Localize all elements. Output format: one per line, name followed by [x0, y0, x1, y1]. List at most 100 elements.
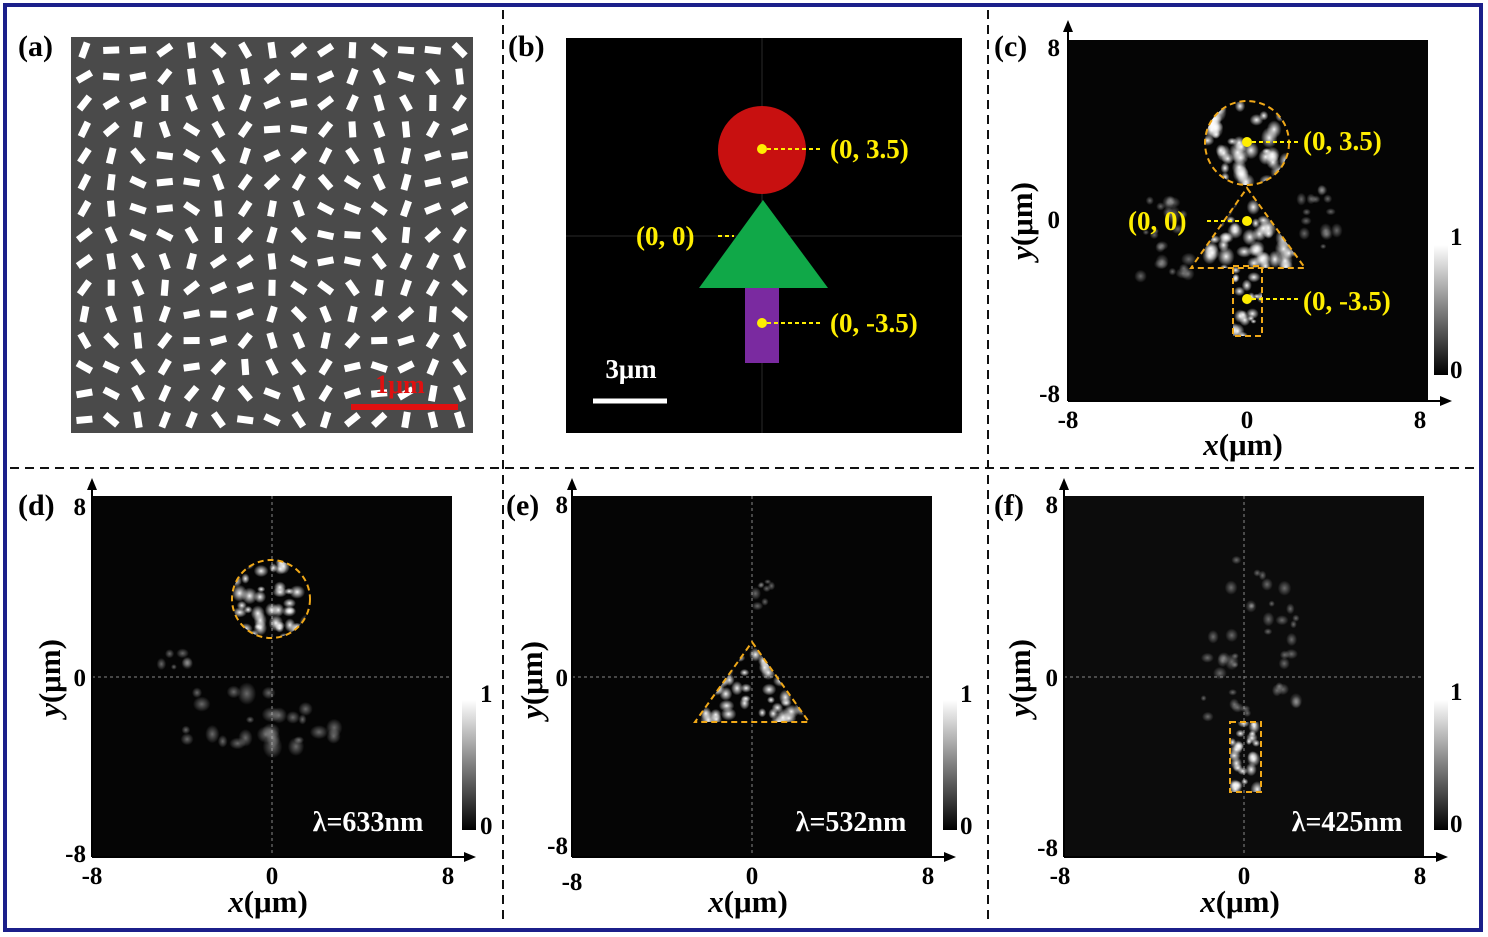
nanopillar	[106, 173, 116, 191]
nanopillar	[76, 279, 92, 297]
speckle-spot	[1181, 252, 1197, 266]
nanopillar	[238, 41, 253, 59]
panel-b-label: (b)	[508, 30, 545, 63]
nanopillar	[316, 201, 335, 216]
speckle-spot	[180, 733, 194, 746]
nanopillar	[267, 253, 277, 270]
nanopillar	[317, 173, 334, 191]
speckle-spot	[1233, 286, 1245, 297]
nanopillar	[241, 358, 250, 376]
xlabel-d: x(μm)	[227, 884, 308, 919]
nanopillar	[424, 227, 442, 243]
panel-e: (e) λ=532nm -8 0 8 8 0 -8 x(μm) y(μm) 1 …	[506, 478, 973, 919]
speckle-spot	[1250, 781, 1261, 792]
speckle-spot	[257, 586, 266, 593]
speckle-spot	[165, 649, 175, 659]
nanopillar	[156, 177, 174, 187]
nanopillar	[291, 358, 307, 376]
ylabel-c: y(μm)	[1004, 182, 1039, 264]
nanopillar	[214, 227, 222, 243]
noise-f	[1200, 555, 1303, 722]
nanopillar	[237, 332, 253, 350]
nanopillar	[450, 176, 469, 189]
nanopillar	[77, 147, 92, 165]
nanopillar	[372, 173, 386, 191]
ytick-d-min: -8	[65, 841, 86, 868]
speckle-spot	[1246, 199, 1261, 215]
nanopillar	[266, 305, 278, 323]
point-marker-rect	[757, 318, 767, 328]
nanopillar	[290, 280, 308, 296]
speckle-spot	[1231, 555, 1242, 565]
speckle-spot	[761, 683, 777, 696]
x-axis-arrow-d	[464, 852, 476, 862]
nanopillar	[77, 173, 92, 191]
nanopillar	[156, 151, 174, 161]
nanopillar	[451, 279, 468, 296]
nanopillar	[344, 230, 361, 240]
scalebar-b-label: 3μm	[605, 354, 657, 384]
speckle-spot	[749, 587, 762, 600]
speckle-spot	[1229, 698, 1240, 710]
colorbar-f	[1434, 700, 1448, 830]
nanopillar	[372, 67, 386, 86]
nanopillar	[397, 334, 415, 347]
nanopillar	[183, 337, 200, 345]
speckle-spot	[1266, 120, 1282, 139]
panel-d: (d) λ=633nm -8 0 8 8 0 -8 x(μm) y(μm) 1 …	[18, 478, 493, 919]
nanopillar	[453, 411, 466, 429]
speckle-spot	[1230, 750, 1241, 761]
speckle-spot	[739, 668, 750, 677]
nanopillar	[263, 413, 281, 427]
nanopillar	[157, 68, 173, 86]
nanopillar	[102, 360, 120, 374]
nanopillar	[452, 384, 467, 403]
nanopillar	[317, 120, 334, 138]
nanopillar-array	[75, 41, 469, 429]
speckle-spot	[731, 681, 743, 696]
speckle-spot	[1245, 600, 1257, 613]
nanopillar	[316, 42, 335, 58]
nanopillar	[348, 42, 357, 59]
nanopillar	[343, 387, 362, 400]
speckle-spot	[241, 587, 258, 605]
nanopillar	[263, 96, 281, 110]
nanopillar	[158, 411, 172, 429]
speckle-spot	[1225, 628, 1239, 643]
nanopillar	[290, 254, 308, 269]
speckle-spot	[1278, 657, 1290, 670]
nanopillar	[424, 202, 442, 215]
panel-f-label: (f)	[994, 489, 1024, 522]
nanopillar	[103, 46, 120, 55]
speckle-spot	[1266, 154, 1280, 170]
speckle-spot	[226, 685, 241, 699]
speckle-spot	[1134, 269, 1147, 283]
nanopillar	[209, 335, 228, 347]
coord-c-circle: (0, 3.5)	[1303, 126, 1382, 156]
speckle-spot	[270, 707, 288, 724]
nanopillar	[451, 151, 469, 161]
speckle-spot	[719, 687, 733, 701]
speckle-spot	[181, 725, 191, 735]
nanopillar	[182, 148, 201, 163]
colorbar-c-min: 0	[1450, 357, 1463, 384]
speckle-spot	[757, 583, 765, 589]
nanopillar	[426, 252, 440, 271]
nanopillar	[77, 331, 92, 350]
speckle-spot	[1200, 695, 1207, 702]
xtick-d-zero: 0	[266, 863, 279, 890]
nanopillar	[212, 67, 225, 86]
xtick-e-min: -8	[562, 869, 583, 896]
nanopillar	[156, 228, 174, 242]
nanopillar	[317, 256, 335, 267]
nanopillar	[211, 384, 226, 403]
speckle-spot	[285, 711, 300, 724]
nanopillar	[343, 361, 361, 373]
nanopillar	[236, 415, 254, 425]
speckle-spot	[1162, 207, 1174, 219]
nanopillar	[236, 281, 254, 294]
speckle-spot	[767, 696, 775, 704]
nanopillar	[450, 201, 469, 216]
nanopillar	[397, 386, 415, 401]
nanopillar	[238, 94, 252, 112]
